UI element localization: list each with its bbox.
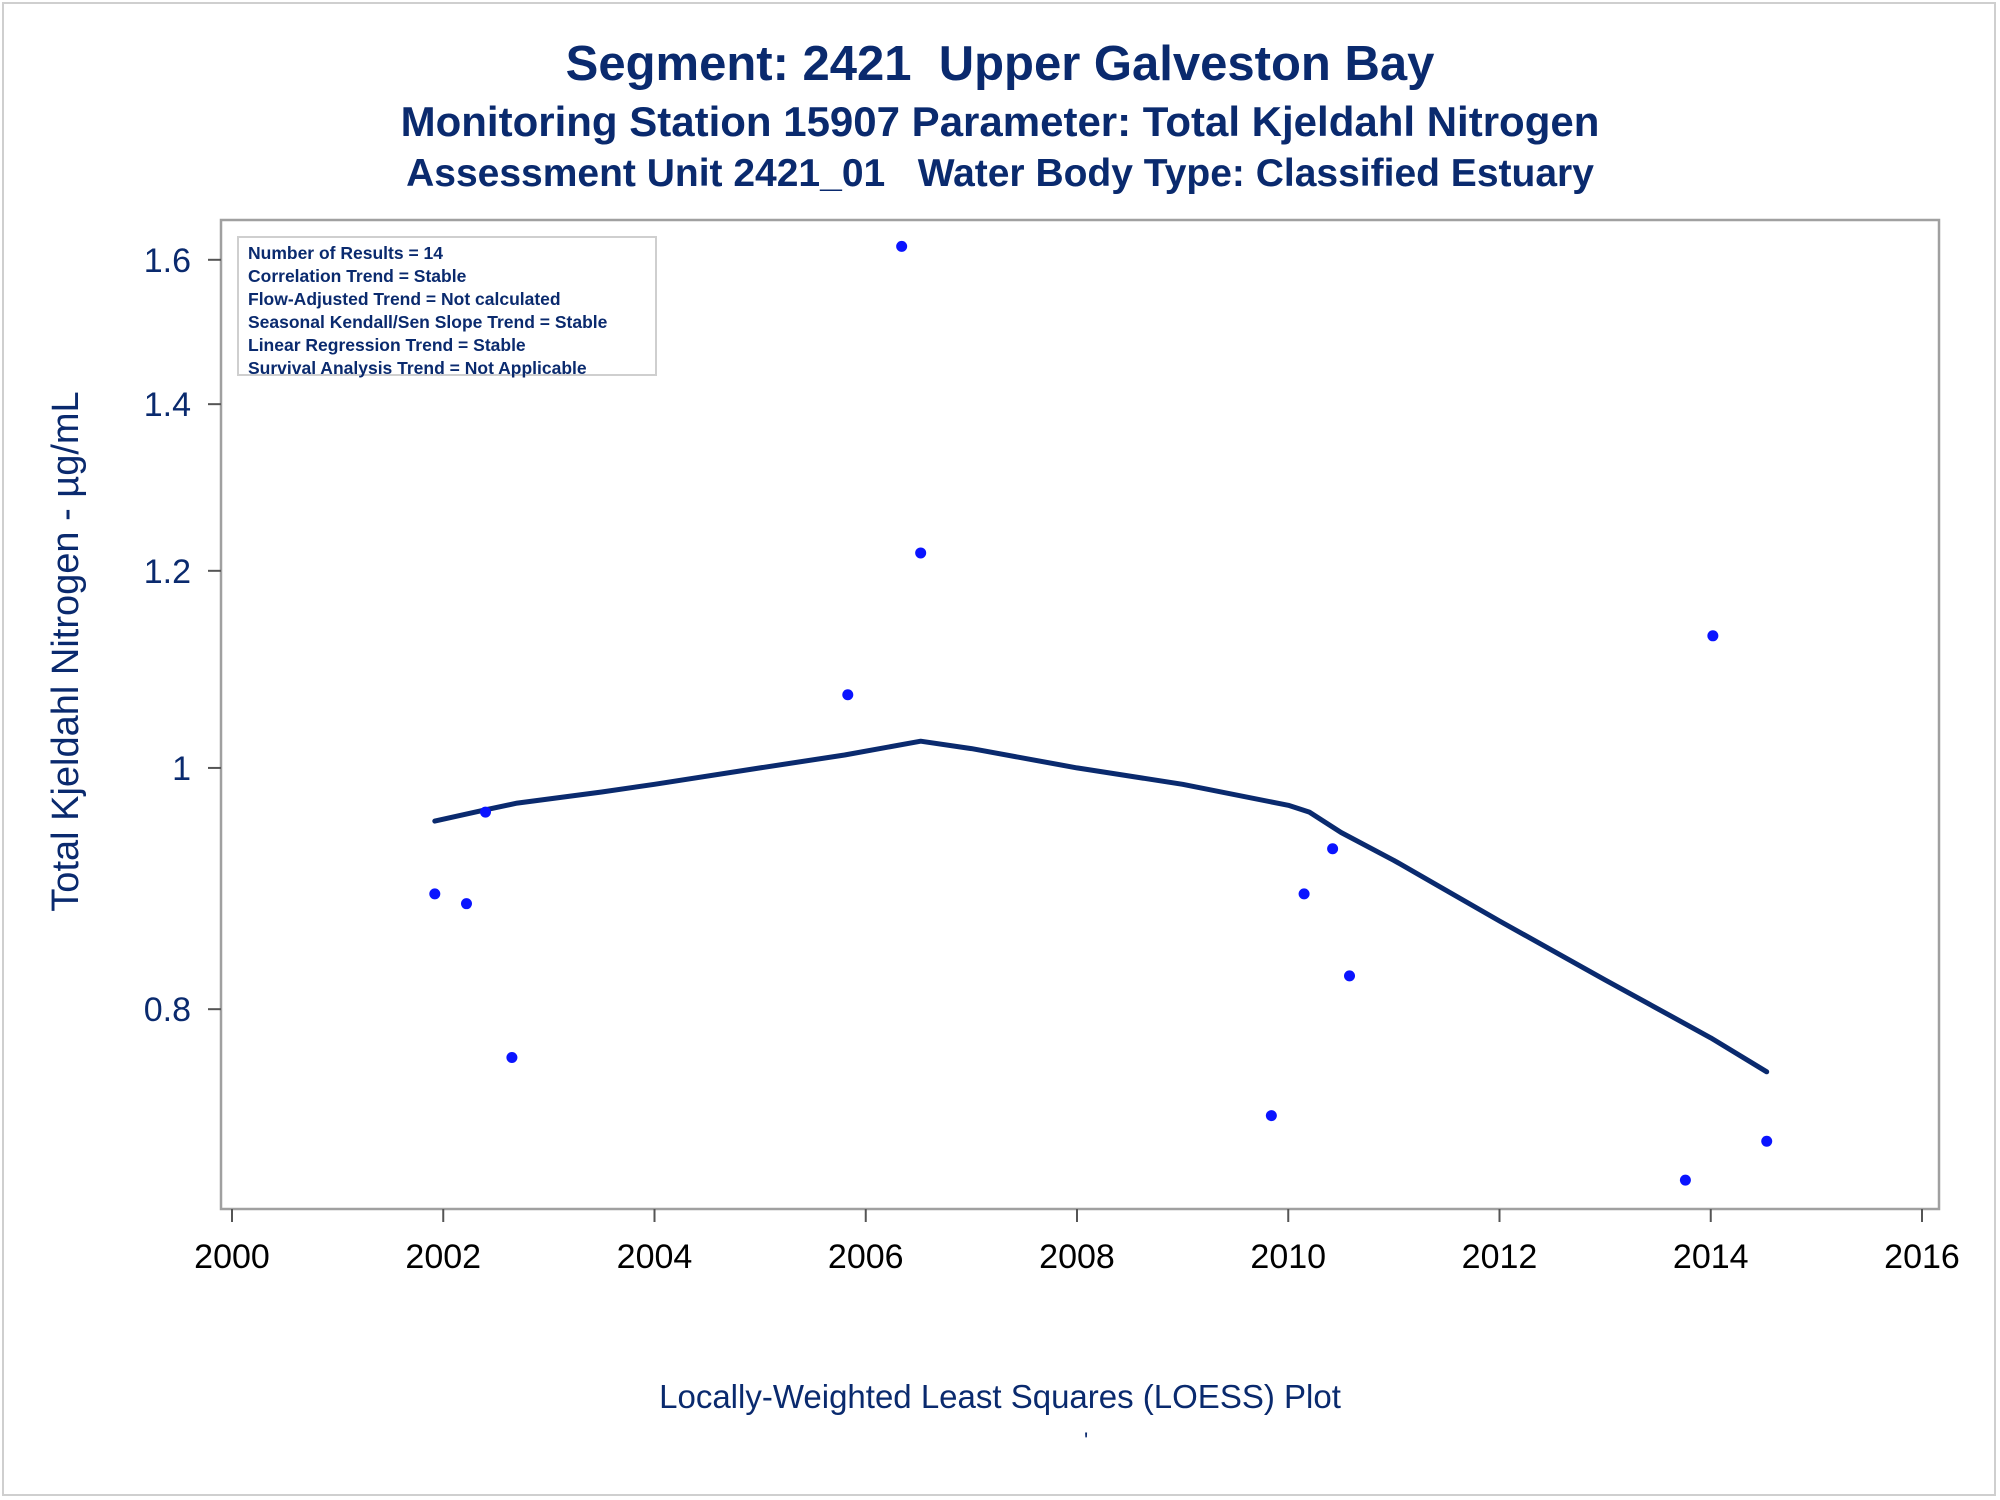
stat-correlation-trend: Correlation Trend = Stable <box>248 266 467 286</box>
data-point-9 <box>1298 888 1310 900</box>
x-tick-label-2010: 2010 <box>1250 1238 1326 1276</box>
x-tick-label-2008: 2008 <box>1039 1238 1115 1276</box>
data-point-13 <box>1707 630 1719 642</box>
stat-linear-regression-trend: Linear Regression Trend = Stable <box>248 335 526 355</box>
x-tick-label-2014: 2014 <box>1673 1238 1749 1276</box>
y-tick-label-1: 1 <box>172 750 191 788</box>
x-tick-label-2004: 2004 <box>617 1238 693 1276</box>
y-tick-label-1.6: 1.6 <box>144 242 191 280</box>
data-point-10 <box>1327 843 1339 855</box>
data-point-12 <box>1679 1174 1691 1186</box>
chart-title: Segment: 2421 Upper Galveston Bay <box>565 37 1435 91</box>
data-point-8 <box>1265 1110 1277 1122</box>
x-tick-label-2012: 2012 <box>1462 1238 1538 1276</box>
chart-subtitle-station: Monitoring Station 15907 Parameter: Tota… <box>400 98 1600 145</box>
x-tick-label-2000: 2000 <box>194 1238 270 1276</box>
footnote-mark: ' <box>1084 1428 1089 1453</box>
stat-flow-adjusted-trend: Flow-Adjusted Trend = Not calculated <box>248 289 561 309</box>
data-point-5 <box>842 689 854 701</box>
data-point-6 <box>896 240 908 252</box>
data-point-2 <box>460 898 472 910</box>
data-point-1 <box>429 888 441 900</box>
loess-line <box>432 738 1770 1075</box>
stat-seasonal-kendall-trend: Seasonal Kendall/Sen Slope Trend = Stabl… <box>248 312 608 332</box>
y-tick-label-0.8: 0.8 <box>144 991 191 1029</box>
stat-survival-analysis-trend: Survival Analysis Trend = Not Applicable <box>248 358 587 378</box>
y-tick-label-1.2: 1.2 <box>144 553 191 591</box>
trend-stats-box: Number of Results = 14 Correlation Trend… <box>237 236 657 378</box>
plot-area-frame <box>219 218 1941 1211</box>
y-tick-label-1.4: 1.4 <box>144 386 191 424</box>
x-tick-label-2002: 2002 <box>405 1238 481 1276</box>
stat-number-of-results: Number of Results = 14 <box>248 243 443 263</box>
data-point-14 <box>1761 1135 1773 1147</box>
data-point-7 <box>915 547 927 559</box>
data-point-3 <box>480 806 491 818</box>
x-tick-label-2006: 2006 <box>828 1238 904 1276</box>
chart-subtitle-assessment: Assessment Unit 2421_01 Water Body Type:… <box>406 152 1594 195</box>
data-point-4 <box>506 1052 518 1064</box>
plot-type-footnote: Locally-Weighted Least Squares (LOESS) P… <box>659 1378 1341 1415</box>
x-tick-label-2016: 2016 <box>1884 1238 1960 1276</box>
y-axis-label: Total Kjeldahl Nitrogen - µg/mL <box>45 391 87 911</box>
data-point-11 <box>1344 970 1356 982</box>
